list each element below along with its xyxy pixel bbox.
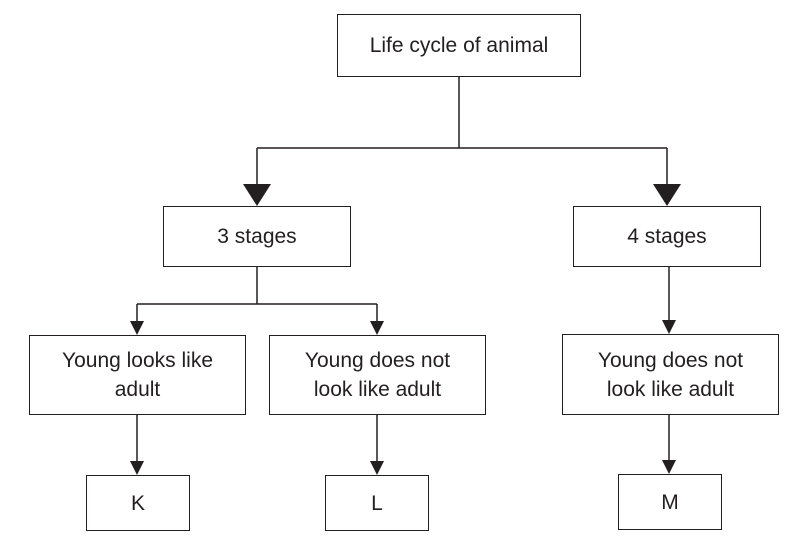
node-l-label: L <box>371 491 383 515</box>
node-l: L <box>325 475 429 531</box>
arrowhead-to-young-looks <box>130 321 144 335</box>
node-young-not-like-adult-3: Young does not look like adult <box>269 335 486 415</box>
node-young-not-like-adult-4-label: Young does not look like adult <box>597 348 744 401</box>
arrowhead-to-4-stages <box>653 184 681 206</box>
node-m: M <box>618 474 722 530</box>
node-3-stages-label: 3 stages <box>217 225 297 248</box>
node-4-stages-label: 4 stages <box>627 225 707 248</box>
node-k-label: K <box>130 491 145 515</box>
node-young-not-like-adult-4: Young does not look like adult <box>562 334 779 415</box>
node-4-stages: 4 stages <box>573 206 761 267</box>
arrowhead-to-m <box>662 460 676 474</box>
node-k: K <box>86 475 190 531</box>
node-young-not-like-adult-3-label: Young does not look like adult <box>304 349 451 401</box>
arrowhead-to-young-not-looks-1 <box>370 321 384 335</box>
arrowhead-to-k <box>130 461 144 475</box>
arrowhead-to-l <box>370 461 384 475</box>
node-3-stages: 3 stages <box>163 206 351 267</box>
arrowhead-to-young-not-looks-2 <box>662 320 676 334</box>
node-young-looks-like-adult-label: Young looks like adult <box>62 349 213 401</box>
node-m-label: M <box>661 490 679 514</box>
root-node-label: Life cycle of animal <box>369 34 549 57</box>
arrowhead-to-3-stages <box>243 184 271 206</box>
root-node: Life cycle of animal <box>337 14 581 77</box>
node-young-looks-like-adult: Young looks like adult <box>29 335 246 415</box>
